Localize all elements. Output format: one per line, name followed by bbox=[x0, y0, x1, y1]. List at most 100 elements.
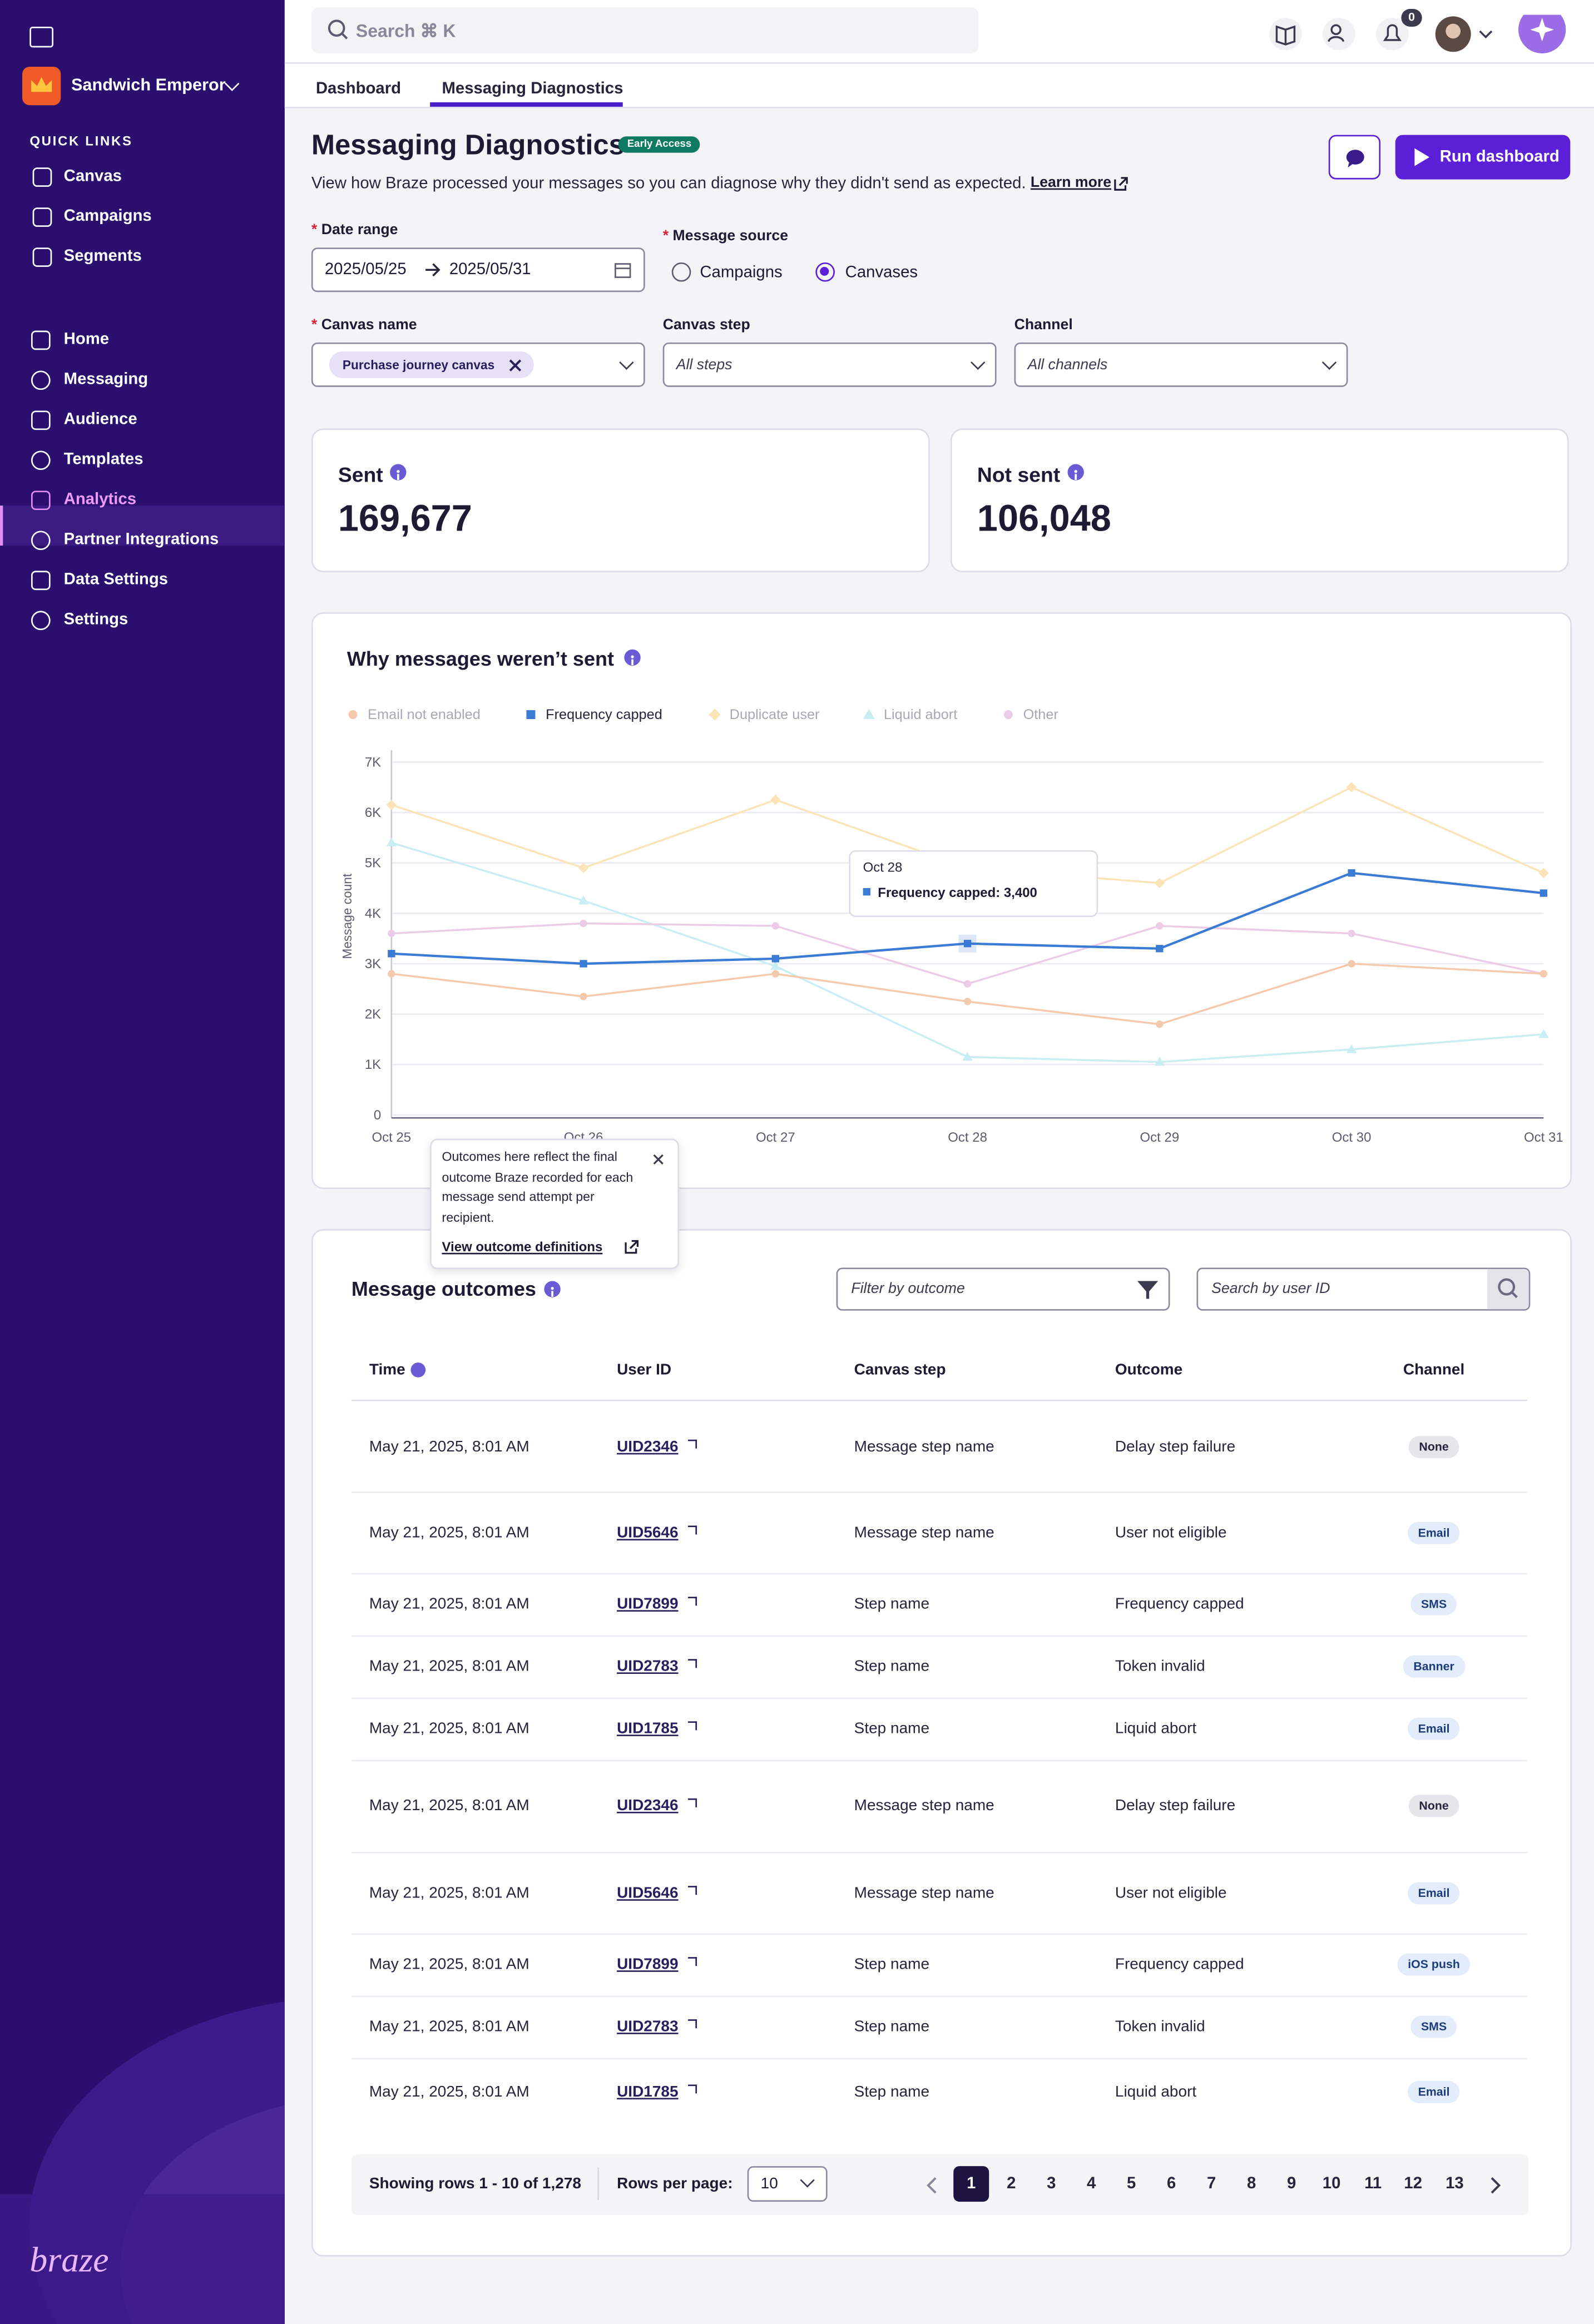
info-icon[interactable] bbox=[1067, 464, 1084, 480]
filter-icon bbox=[1137, 1281, 1159, 1299]
nav-item-active[interactable]: Analytics bbox=[63, 490, 137, 509]
popover-link[interactable]: View outcome definitions bbox=[442, 1239, 603, 1255]
row-divider bbox=[351, 1573, 1528, 1575]
page-current[interactable]: 1 bbox=[967, 2175, 976, 2193]
channel-label: Channel bbox=[1014, 317, 1073, 334]
page-link[interactable]: 6 bbox=[1167, 2175, 1176, 2193]
user-link[interactable]: UID2783 bbox=[617, 2018, 679, 2036]
nav-item[interactable]: Templates bbox=[63, 450, 143, 469]
sidebar-decoration bbox=[0, 2001, 285, 2324]
search-button[interactable] bbox=[1487, 1269, 1529, 1310]
info-icon[interactable] bbox=[544, 1281, 561, 1297]
data-point bbox=[386, 800, 397, 810]
legend-label: Frequency capped bbox=[546, 707, 662, 722]
nav-item[interactable]: Audience bbox=[63, 410, 137, 429]
nav-icon bbox=[31, 611, 51, 631]
channel-badge: iOS push bbox=[1397, 1953, 1471, 1976]
channel-badge: Email bbox=[1407, 1521, 1461, 1544]
column-header: User ID bbox=[617, 1361, 672, 1379]
data-point bbox=[1348, 960, 1355, 968]
page-link[interactable]: 11 bbox=[1364, 2175, 1382, 2193]
brand-name[interactable]: Sandwich Emperor bbox=[71, 77, 226, 95]
user-search[interactable] bbox=[1196, 1267, 1531, 1311]
radio-selected[interactable] bbox=[815, 262, 835, 282]
info-icon[interactable] bbox=[624, 649, 641, 666]
user-link[interactable]: UID1785 bbox=[617, 1720, 679, 1738]
quick-link[interactable]: Canvas bbox=[63, 167, 122, 186]
user-link[interactable]: UID1785 bbox=[617, 2082, 679, 2100]
nav-icon bbox=[31, 571, 51, 591]
tooltip-marker bbox=[863, 888, 870, 896]
info-icon[interactable] bbox=[390, 464, 407, 480]
external-arrow bbox=[688, 1525, 697, 1534]
tab-active[interactable]: Messaging Diagnostics bbox=[442, 80, 623, 98]
divider bbox=[597, 2167, 600, 2201]
sidebar-toggle[interactable] bbox=[29, 26, 53, 48]
info-icon[interactable] bbox=[410, 1362, 426, 1377]
tab[interactable]: Dashboard bbox=[315, 80, 402, 98]
learn-more-link[interactable]: Learn more bbox=[1030, 175, 1112, 191]
quick-link[interactable]: Segments bbox=[63, 247, 142, 266]
nav-item[interactable]: Home bbox=[63, 330, 110, 349]
search-box[interactable] bbox=[311, 7, 979, 53]
chat-button[interactable] bbox=[1328, 135, 1381, 180]
page-link[interactable]: 9 bbox=[1286, 2175, 1296, 2193]
x-tick-label: Oct 25 bbox=[372, 1130, 412, 1145]
required-mark: * bbox=[311, 222, 318, 239]
step-select[interactable] bbox=[662, 342, 997, 387]
user-link[interactable]: UID7899 bbox=[617, 1595, 679, 1613]
x-tick-label: Oct 28 bbox=[948, 1130, 987, 1145]
outcome-filter[interactable] bbox=[836, 1267, 1170, 1311]
column-header: Canvas step bbox=[854, 1361, 946, 1379]
tooltip-text: Frequency capped: 3,400 bbox=[878, 885, 1037, 900]
page-link[interactable]: 3 bbox=[1047, 2175, 1056, 2193]
nav-item[interactable]: Partner Integrations bbox=[63, 531, 219, 549]
run-dashboard-button[interactable]: Run dashboard bbox=[1395, 135, 1571, 180]
table-cell: Step name bbox=[854, 1595, 930, 1613]
page-link[interactable]: 8 bbox=[1246, 2175, 1256, 2193]
popover-close[interactable] bbox=[652, 1153, 664, 1165]
chart-title: Why messages weren’t sent bbox=[346, 648, 614, 671]
user-link[interactable]: UID5646 bbox=[617, 1884, 679, 1902]
user-link[interactable]: UID2783 bbox=[617, 1657, 679, 1676]
quick-link[interactable]: Campaigns bbox=[63, 207, 152, 226]
table-cell: Message step name bbox=[854, 1797, 994, 1815]
user-link[interactable]: UID5646 bbox=[617, 1523, 679, 1542]
active-indicator bbox=[0, 506, 3, 546]
table-cell: Delay step failure bbox=[1115, 1797, 1236, 1815]
page-link[interactable]: 4 bbox=[1087, 2175, 1096, 2193]
date-input[interactable] bbox=[311, 247, 645, 293]
channel-select[interactable] bbox=[1014, 342, 1348, 387]
page-link[interactable]: 13 bbox=[1446, 2175, 1464, 2193]
link-icon bbox=[32, 207, 52, 227]
page-link[interactable]: 2 bbox=[1007, 2175, 1016, 2193]
table-title: Message outcomes bbox=[351, 1278, 536, 1301]
radio[interactable] bbox=[671, 262, 691, 282]
nav-item[interactable]: Settings bbox=[63, 611, 128, 629]
user-link[interactable]: UID2346 bbox=[617, 1437, 679, 1455]
page-link[interactable]: 5 bbox=[1127, 2175, 1136, 2193]
table-cell: Token invalid bbox=[1115, 1657, 1205, 1676]
outcomes-card bbox=[311, 1229, 1572, 2257]
sidebar: Sandwich Emperor QUICK LINKS Canvas Campa… bbox=[0, 0, 285, 2324]
row-divider bbox=[351, 1933, 1528, 1935]
legend-marker bbox=[863, 708, 875, 720]
x-tick-label: Oct 27 bbox=[756, 1130, 795, 1145]
data-point bbox=[1346, 782, 1357, 793]
user-link[interactable]: UID2346 bbox=[617, 1797, 679, 1815]
rows-per-page-select[interactable] bbox=[747, 2166, 828, 2202]
table-cell: May 21, 2025, 8:01 AM bbox=[369, 1797, 529, 1815]
page-link[interactable]: 10 bbox=[1322, 2175, 1341, 2193]
nav-item[interactable]: Data Settings bbox=[63, 571, 169, 589]
arrow-icon bbox=[425, 263, 440, 277]
page-link[interactable]: 12 bbox=[1404, 2175, 1423, 2193]
nav-item[interactable]: Messaging bbox=[63, 370, 148, 389]
user-link[interactable]: UID7899 bbox=[617, 1955, 679, 1974]
data-point bbox=[388, 929, 395, 938]
page-link[interactable]: 7 bbox=[1206, 2175, 1216, 2193]
notification-count: 0 bbox=[1401, 8, 1422, 27]
required-mark: * bbox=[662, 228, 669, 245]
chip-remove[interactable] bbox=[508, 359, 522, 372]
data-point bbox=[388, 950, 395, 958]
